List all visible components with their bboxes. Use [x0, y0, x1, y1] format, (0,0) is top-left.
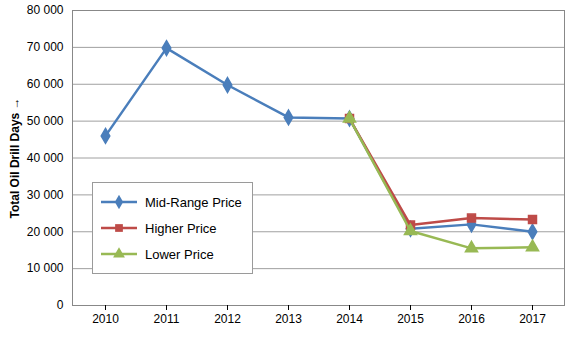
svg-text:60 000: 60 000 — [27, 77, 64, 91]
svg-text:2010: 2010 — [92, 312, 119, 326]
svg-text:2012: 2012 — [214, 312, 241, 326]
svg-text:20 000: 20 000 — [27, 225, 64, 239]
svg-text:2015: 2015 — [397, 312, 424, 326]
svg-text:2016: 2016 — [458, 312, 485, 326]
svg-text:2013: 2013 — [275, 312, 302, 326]
html-text:Higher Price: Higher Price — [145, 220, 217, 236]
svg-text:Total Oil Drill Days →: Total Oil Drill Days → — [8, 97, 22, 218]
svg-text:30 000: 30 000 — [27, 188, 64, 202]
html-text:Mid-Range Price: Mid-Range Price — [145, 194, 242, 210]
svg-text:70 000: 70 000 — [27, 40, 64, 54]
svg-text:2014: 2014 — [336, 312, 363, 326]
svg-text:10 000: 10 000 — [27, 261, 64, 275]
svg-text:2017: 2017 — [519, 312, 546, 326]
svg-text:2011: 2011 — [154, 312, 180, 326]
svg-text:80 000: 80 000 — [27, 3, 64, 17]
svg-text:40 000: 40 000 — [27, 151, 64, 165]
html-text:Lower Price: Lower Price — [145, 246, 214, 262]
svg-text:50 000: 50 000 — [27, 114, 64, 128]
svg-text:0: 0 — [57, 298, 64, 312]
